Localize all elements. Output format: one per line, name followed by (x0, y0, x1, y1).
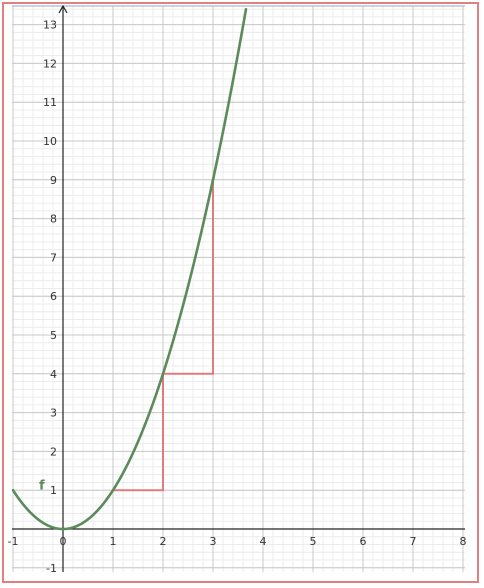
series-layer (11, 7, 248, 531)
x-tick-label: 0 (60, 535, 67, 548)
major-grid (12, 5, 465, 572)
graph-frame (2, 2, 479, 583)
minor-grid (12, 6, 465, 572)
y-tick-label: 8 (50, 213, 57, 226)
y-tick-label: 2 (50, 445, 57, 458)
y-tick-label: 4 (50, 368, 57, 381)
x-tick-label: 7 (410, 535, 417, 548)
x-tick-label: 2 (160, 535, 167, 548)
y-tick-label: -1 (46, 562, 57, 575)
x-tick-label: 3 (210, 535, 217, 548)
y-tick-label: 9 (50, 174, 57, 187)
y-tick-label: 6 (50, 290, 57, 303)
y-axis-arrow-icon (58, 4, 68, 14)
function-label: f (39, 479, 45, 494)
axes (12, 4, 465, 572)
y-tick-label: 1 (50, 484, 57, 497)
y-tick-label: 7 (50, 251, 57, 264)
x-tick-label: 6 (360, 535, 367, 548)
series-f-line[interactable] (11, 7, 248, 531)
y-tick-label: 5 (50, 329, 57, 342)
y-tick-label: 12 (43, 57, 57, 70)
x-tick-label: 8 (460, 535, 467, 548)
x-tick-label: 5 (310, 535, 317, 548)
y-tick-label: 3 (50, 407, 57, 420)
y-tick-label: 11 (43, 96, 57, 109)
y-tick-label: 10 (43, 135, 57, 148)
x-tick-label: 4 (260, 535, 267, 548)
x-tick-label: 1 (110, 535, 117, 548)
x-tick-label: -1 (8, 535, 19, 548)
y-tick-label: 13 (43, 19, 57, 32)
